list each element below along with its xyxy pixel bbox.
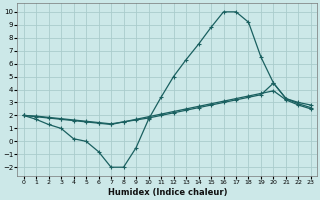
X-axis label: Humidex (Indice chaleur): Humidex (Indice chaleur)	[108, 188, 227, 197]
